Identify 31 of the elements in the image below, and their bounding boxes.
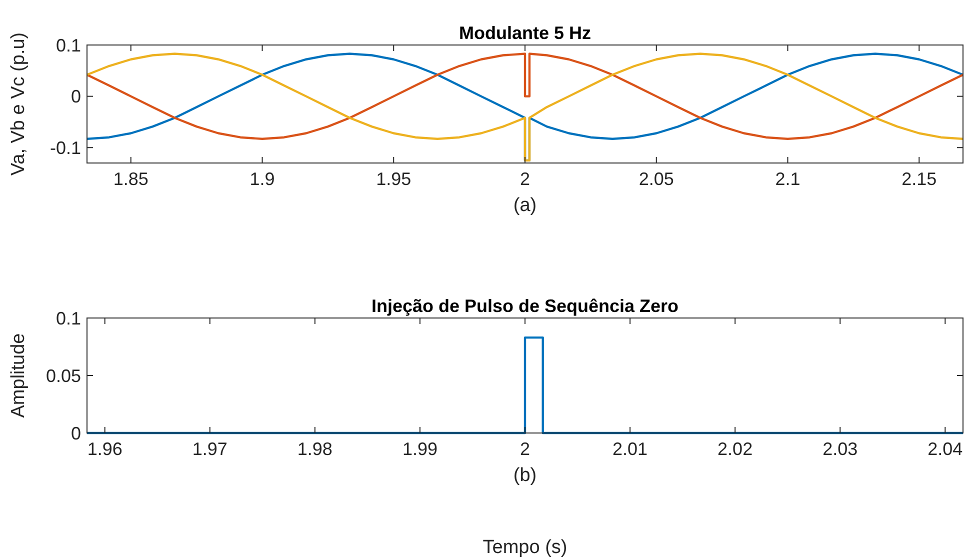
y-tick-label: 0 (70, 86, 81, 107)
y-tick-label: 0.1 (56, 308, 81, 328)
y-tick-label: -0.1 (50, 138, 81, 158)
x-axis-title: (b) (513, 465, 537, 486)
x-tick-label: 1.9 (250, 169, 275, 189)
x-tick-label: 1.99 (402, 439, 438, 459)
y-tick-label: 0 (70, 423, 81, 444)
x-axis-title: (a) (513, 195, 537, 216)
x-tick-label: 2.1 (775, 169, 800, 189)
line-series (87, 52, 963, 162)
x-tick-label: 2.04 (928, 439, 963, 459)
x-tick-label: 2.03 (822, 439, 858, 459)
x-tick-label: 1.98 (297, 439, 332, 459)
x-tick-label: 2.02 (718, 439, 753, 459)
y-axis-title: Amplitude (8, 333, 29, 418)
y-tick-label: 0.1 (56, 35, 81, 56)
x-tick-label: 1.97 (192, 439, 228, 459)
chart-title: Modulante 5 Hz (458, 23, 592, 43)
text: Tempo (s) (482, 537, 568, 558)
line-series (87, 52, 963, 140)
x-tick-label: 1.96 (87, 439, 122, 459)
x-tick-label: 2.01 (612, 439, 648, 459)
y-axis-title: Va, Vb e Vc (p.u) (8, 32, 29, 176)
chart-title: Injeção de Pulso de Sequência Zero (371, 296, 679, 316)
x-tick-label: 2 (520, 169, 530, 189)
x-tick-label: 2.15 (902, 169, 937, 189)
x-tick-label: 2.05 (638, 169, 674, 189)
x-tick-label: 1.85 (113, 169, 148, 189)
x-tick-label: 1.95 (376, 169, 412, 189)
x-tick-label: 2 (520, 439, 530, 459)
y-tick-label: 0.05 (46, 366, 81, 386)
